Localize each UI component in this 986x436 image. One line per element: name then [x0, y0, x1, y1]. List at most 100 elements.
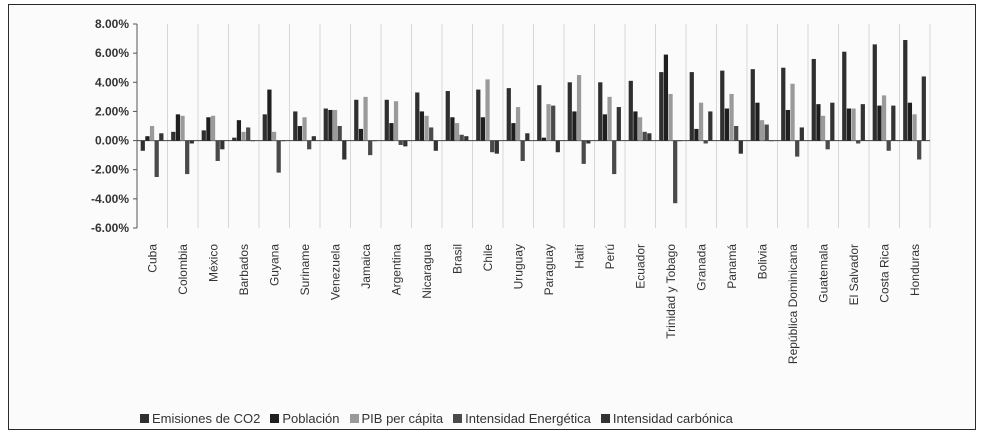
bar: [720, 70, 725, 141]
x-tick-label: Trinidad y Tobago: [664, 244, 678, 339]
x-tick-labels: Cuba Colombia México Barbados Guyana Suriname…: [145, 243, 922, 364]
bar: [311, 136, 316, 141]
bar: [642, 131, 647, 141]
bar: [586, 140, 591, 144]
bar: [175, 114, 181, 141]
bar: [799, 127, 804, 141]
bar: [485, 79, 490, 141]
bar: [393, 101, 399, 141]
x-tick-label: Honduras: [908, 244, 922, 296]
bar: [429, 127, 434, 141]
bar: [750, 69, 755, 141]
bar: [189, 140, 194, 144]
bar: [494, 140, 499, 154]
bar: [647, 133, 652, 141]
bar: [907, 102, 913, 141]
bar: [297, 126, 303, 141]
bar: [250, 140, 255, 142]
bar: [328, 109, 333, 141]
x-tick-label: Paraguay: [542, 244, 556, 295]
bar: [281, 140, 286, 142]
bar: [267, 89, 272, 141]
legend-label: Intensidad carbónica: [612, 410, 733, 426]
bar: [210, 115, 216, 141]
bar: [154, 140, 159, 177]
bar: [842, 51, 847, 141]
x-tick-label: Haití: [572, 243, 586, 268]
bar: [419, 111, 425, 141]
bar: [159, 133, 164, 141]
bar: [698, 102, 704, 141]
bar: [567, 82, 572, 141]
bar: [358, 128, 364, 141]
bar: [515, 107, 521, 141]
bar: [616, 107, 621, 141]
bar: [628, 80, 633, 141]
bar: [659, 72, 664, 141]
x-tick-label: República Dominicana: [786, 244, 800, 364]
bar: [755, 102, 760, 141]
legend-label: Población: [282, 410, 340, 426]
bar: [454, 123, 460, 141]
bar: [520, 140, 525, 161]
x-tick-label: Panamá: [725, 244, 739, 289]
bar: [576, 75, 582, 141]
bar: [921, 76, 926, 141]
bar: [734, 126, 739, 141]
x-tick-label: Barbados: [237, 244, 251, 295]
bar: [581, 140, 586, 164]
bar: [537, 85, 542, 141]
bar: [781, 67, 786, 141]
bar: [637, 117, 643, 141]
x-tick-label: Guyana: [267, 244, 281, 286]
bar: [201, 130, 206, 141]
bar: [389, 123, 394, 141]
x-tick-label: Colombia: [176, 244, 190, 295]
bar: [881, 95, 887, 141]
x-tick-label: Cuba: [145, 244, 159, 273]
legend: Emisiones de CO2 Población PIB per cápita I…: [140, 410, 733, 426]
bar: [220, 140, 225, 150]
bar: [729, 93, 734, 141]
legend-swatch: [600, 413, 610, 423]
x-tick-label: Brasil: [450, 244, 464, 274]
x-tick-label: Granada: [694, 244, 708, 291]
bar: [633, 111, 638, 141]
bar: [917, 140, 922, 160]
legend-swatch: [453, 413, 463, 423]
bar: [459, 134, 464, 141]
bar: [149, 126, 155, 141]
bar: [541, 137, 547, 141]
bar: [607, 96, 612, 141]
x-tick-label: México: [206, 244, 220, 282]
x-tick-label: Chile: [481, 244, 495, 272]
bar: [236, 120, 242, 141]
bar: [332, 109, 338, 141]
legend-item: Intensidad carbónica: [600, 410, 733, 426]
bar: [398, 140, 403, 145]
gridlines: [136, 24, 931, 228]
legend-item: Emisiones de CO2: [140, 411, 260, 426]
bar: [546, 104, 551, 141]
bar: [293, 111, 298, 141]
bar: [302, 117, 307, 141]
bar: [572, 111, 577, 141]
bar: [450, 117, 455, 141]
bar: [307, 140, 312, 150]
bar: [323, 108, 328, 141]
bar: [612, 140, 617, 175]
bar: [673, 140, 678, 204]
y-tick-label: -4.00%: [91, 192, 129, 206]
bar: [877, 105, 882, 141]
bar: [764, 124, 769, 141]
legend-item: Intensidad Energética: [453, 411, 591, 426]
bar: [816, 104, 821, 141]
x-tick-label: Ecuador: [633, 244, 647, 289]
bar: [689, 72, 694, 141]
x-tick-label: El Salvador: [847, 244, 861, 305]
bar: [506, 88, 511, 141]
bar: [415, 92, 420, 141]
bar: [171, 131, 176, 141]
y-tick-labels: 8.00% 6.00% 4.00% 2.00% 0.00% -2.00% -4.00% -6.…: [91, 17, 129, 235]
